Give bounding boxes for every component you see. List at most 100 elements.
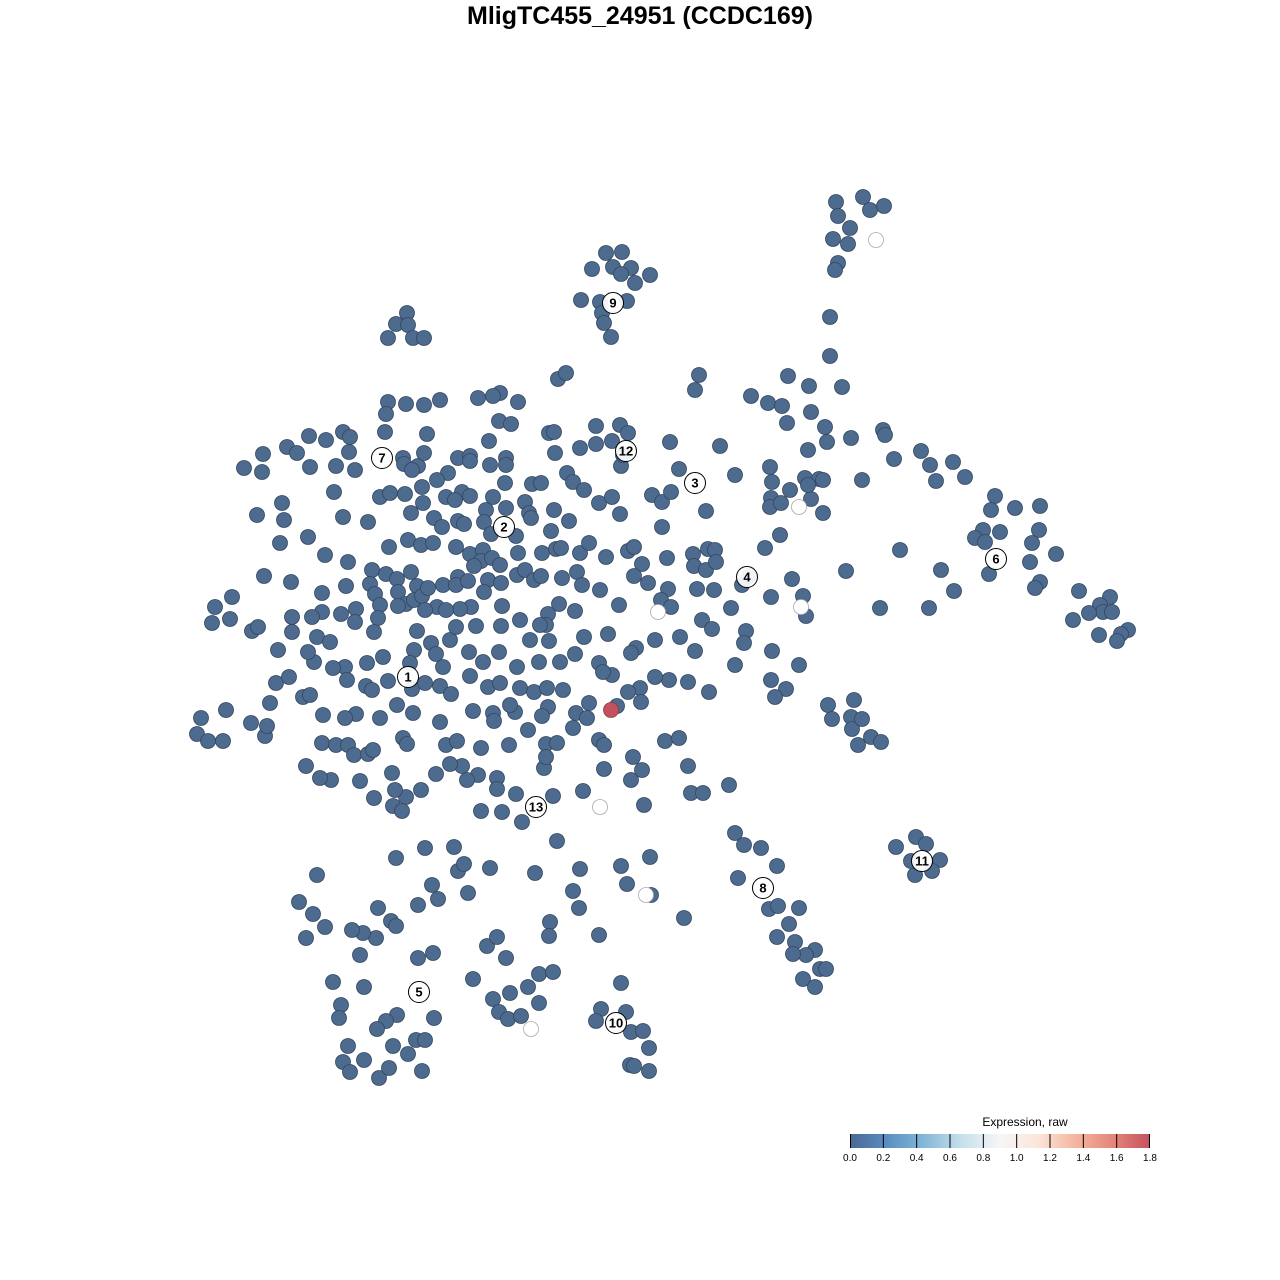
cell-point — [347, 614, 363, 630]
cell-point — [414, 479, 430, 495]
cluster-label-text: 5 — [415, 985, 422, 1000]
cell-point — [413, 782, 429, 798]
cell-point — [762, 459, 778, 475]
cell-point — [459, 772, 475, 788]
cell-point — [372, 597, 388, 613]
cell-point — [300, 644, 316, 660]
cluster-label-badge — [736, 566, 758, 588]
cell-point — [429, 472, 445, 488]
cell-point-na — [650, 604, 666, 620]
cell-point — [342, 1064, 358, 1080]
cell-point — [388, 918, 404, 934]
cell-point — [387, 782, 403, 798]
cell-point — [410, 950, 426, 966]
cell-point — [721, 777, 737, 793]
cell-point — [326, 484, 342, 500]
cell-point — [784, 571, 800, 587]
cell-point — [317, 919, 333, 935]
cell-point — [844, 721, 860, 737]
cell-point — [818, 961, 834, 977]
cell-point — [770, 898, 786, 914]
cell-point — [604, 433, 620, 449]
cell-point — [691, 367, 707, 383]
cell-point — [456, 856, 472, 872]
legend-tick-label: 0.4 — [909, 1153, 924, 1164]
cell-point — [417, 602, 433, 618]
cell-point — [420, 580, 436, 596]
cell-point — [497, 475, 513, 491]
cell-point — [388, 850, 404, 866]
cell-point — [410, 897, 426, 913]
cell-point — [558, 365, 574, 381]
cell-point — [289, 445, 305, 461]
cell-point — [626, 539, 642, 555]
cell-point — [425, 945, 441, 961]
cell-point — [298, 758, 314, 774]
cell-point — [772, 527, 788, 543]
cell-point — [337, 710, 353, 726]
cluster-label-text: 6 — [992, 552, 999, 567]
cell-point — [381, 539, 397, 555]
cell-point — [573, 292, 589, 308]
cell-point — [620, 425, 636, 441]
cluster-label-12: 12 — [615, 440, 637, 462]
cluster-label-badge — [371, 447, 393, 469]
cell-point — [565, 474, 581, 490]
cell-point — [764, 474, 780, 490]
cell-point — [827, 262, 843, 278]
cell-point — [494, 804, 510, 820]
cell-point — [647, 669, 663, 685]
cell-point — [291, 894, 307, 910]
cell-point — [795, 971, 811, 987]
cell-point — [727, 467, 743, 483]
cell-point — [801, 378, 817, 394]
cell-point — [613, 975, 629, 991]
cell-point — [331, 1010, 347, 1026]
cell-point — [533, 475, 549, 491]
cell-point — [443, 686, 459, 702]
cell-point — [250, 619, 266, 635]
cell-point — [546, 502, 562, 518]
cell-point — [399, 736, 415, 752]
cell-point-na — [793, 599, 809, 615]
cell-point — [465, 971, 481, 987]
cell-point — [344, 922, 360, 938]
cell-point — [476, 514, 492, 530]
cell-point — [753, 840, 769, 856]
cell-point — [398, 396, 414, 412]
cell-point — [817, 419, 833, 435]
cell-point — [687, 382, 703, 398]
legend-tick-label: 0.8 — [976, 1153, 991, 1164]
cell-point — [694, 612, 710, 628]
cell-point-expressed — [603, 702, 619, 718]
cell-point — [992, 524, 1008, 540]
cell-point — [461, 644, 477, 660]
cell-point — [706, 582, 722, 598]
cell-point — [492, 557, 508, 573]
cluster-label-4: 4 — [736, 566, 758, 588]
cell-point — [380, 330, 396, 346]
cell-point — [546, 424, 562, 440]
cell-point — [1065, 612, 1081, 628]
cell-point — [736, 635, 752, 651]
cell-point — [283, 574, 299, 590]
cluster-label-text: 13 — [529, 800, 543, 815]
cell-point — [284, 609, 300, 625]
cell-point — [352, 773, 368, 789]
cell-point — [803, 404, 819, 420]
cell-point — [378, 406, 394, 422]
cell-point-na — [638, 887, 654, 903]
cell-point — [341, 444, 357, 460]
cell-point — [364, 562, 380, 578]
cell-point — [254, 464, 270, 480]
cell-point — [830, 208, 846, 224]
legend-tick-label: 1.4 — [1076, 1153, 1091, 1164]
cell-point — [595, 664, 611, 680]
cell-point — [468, 618, 484, 634]
cell-point — [603, 329, 619, 345]
cell-point — [485, 991, 501, 1007]
cell-point — [554, 570, 570, 586]
cell-point — [218, 702, 234, 718]
cell-point — [512, 680, 528, 696]
cell-point — [575, 783, 591, 799]
